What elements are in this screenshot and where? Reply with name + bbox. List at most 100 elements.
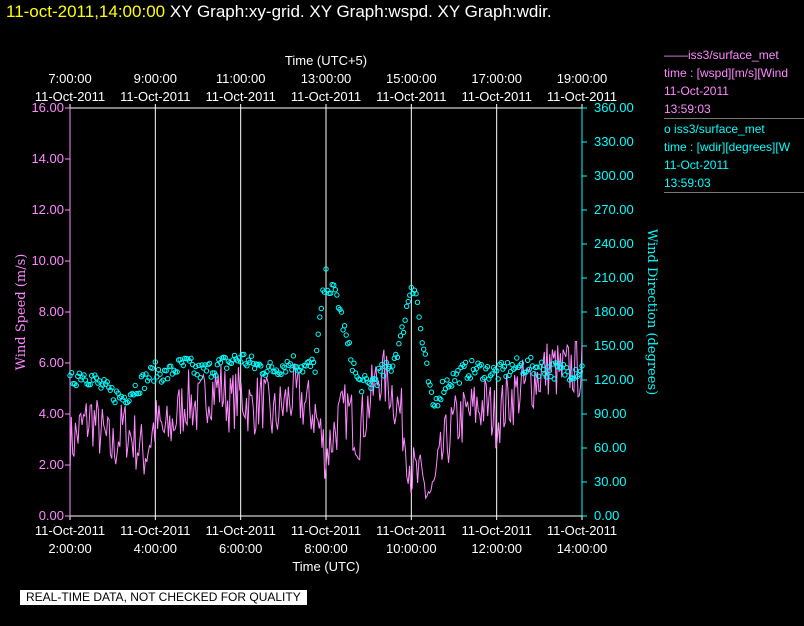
wdir-point [115,390,121,396]
right-tick-label: 300.00 [594,168,634,183]
bottom-tick-time-label: 14:00:00 [557,541,608,556]
bottom-tick-date-label: 11-Oct-2011 [291,523,361,538]
wdir-point [346,339,352,346]
wdir-point [168,363,174,369]
wdir-point [514,355,520,361]
wdir-point [134,390,140,397]
wdir-point [186,358,193,364]
wdir-point [400,329,407,336]
wdir-point [456,380,463,386]
wdir-point [394,354,401,360]
wdir-series [67,266,585,409]
wdir-point [98,385,104,391]
wdir-point [96,378,103,384]
wdir-point [495,376,501,382]
right-tick-label: 330.00 [594,134,634,149]
bottom-tick-date-label: 11-Oct-2011 [205,523,275,538]
wdir-point [473,365,480,372]
wdir-point [377,368,383,374]
left-tick-label: 6.00 [39,355,64,370]
wdir-point [278,371,284,378]
wdir-point [341,323,348,329]
wdir-point [188,355,194,361]
wdir-point [224,365,230,371]
wdir-point [151,378,157,384]
wdir-point [238,359,244,365]
wdir-point [498,360,504,366]
wdir-point [351,360,357,366]
wdir-point [509,362,515,368]
wdir-point [535,373,542,379]
wdir-point [525,357,531,363]
wdir-point [428,389,435,395]
wdir-point [154,374,160,380]
wspd-line [69,340,583,500]
wdir-point [546,368,553,374]
wdir-point [104,379,110,385]
bottom-tick-date-label: 11-Oct-2011 [547,523,617,538]
wdir-point [528,354,534,361]
wdir-point [427,382,433,388]
wdir-point [106,384,112,390]
wdir-point [160,377,166,383]
wdir-point [386,364,393,370]
wdir-point [112,399,118,406]
wdir-point [501,364,508,370]
wdir-point [146,375,152,381]
wdir-point [422,351,428,357]
right-tick-label: 60.00 [594,440,627,455]
wdir-point [203,368,210,374]
left-tick-label: 2.00 [39,457,64,472]
wdir-point [332,287,338,293]
wdir-point [419,340,425,346]
legend-series-var: time : [wspd][m/s][Wind [664,66,789,80]
wdir-point [424,360,430,366]
legend-series-name: iss3/surface_met [674,122,765,136]
axes-layer: 7:00:00 11-Oct-2011 9:00:00 11-Oct-2011 11:0… [14,53,659,574]
wdir-point [526,366,532,373]
legend-series-time: 13:59:03 [664,102,711,116]
wdir-point [372,376,379,382]
wdir-point [462,359,469,366]
wdir-point [494,368,500,374]
left-tick-label: 8.00 [39,304,64,319]
bottom-tick-date-label: 11-Oct-2011 [376,523,446,538]
wdir-point [177,357,183,363]
wdir-point [144,378,151,384]
bottom-tick-time-label: 10:00:00 [386,541,437,556]
right-tick-label: 210.00 [594,270,634,285]
wdir-point [92,372,98,378]
wdir-point [174,369,180,375]
wdir-point [248,353,255,359]
wdir-point [217,359,224,366]
top-tick-time-label: 13:00:00 [301,71,352,86]
left-tick-label: 12.00 [31,202,64,217]
bottom-tick-time-label: 6:00:00 [219,541,262,556]
top-tick-time-label: 17:00:00 [471,71,522,86]
wdir-point [152,359,159,365]
wdir-point [416,314,422,320]
top-tick-date-label: 11-Oct-2011 [35,89,105,104]
title-graphs: XY Graph:xy-grid. XY Graph:wspd. XY Grap… [169,2,552,21]
wdir-point [157,371,163,377]
wdir-point [480,376,486,382]
wdir-point [512,365,518,371]
left-tick-label: 4.00 [39,406,64,421]
wdir-point [503,373,509,380]
bottom-axis-title: Time (UTC) [292,559,359,574]
wdir-point [579,363,585,369]
wdir-point [359,389,365,395]
wdir-point [121,394,128,401]
wdir-point [99,382,106,388]
wdir-point [397,333,404,339]
wdir-point [357,377,363,383]
wdir-point [247,359,253,365]
right-tick-label: 240.00 [594,236,634,251]
wdir-point [452,378,458,384]
wdir-point [366,380,373,387]
wdir-point [436,395,442,401]
wdir-point [194,372,200,378]
wdir-point [314,347,320,354]
wdir-point [551,376,557,382]
